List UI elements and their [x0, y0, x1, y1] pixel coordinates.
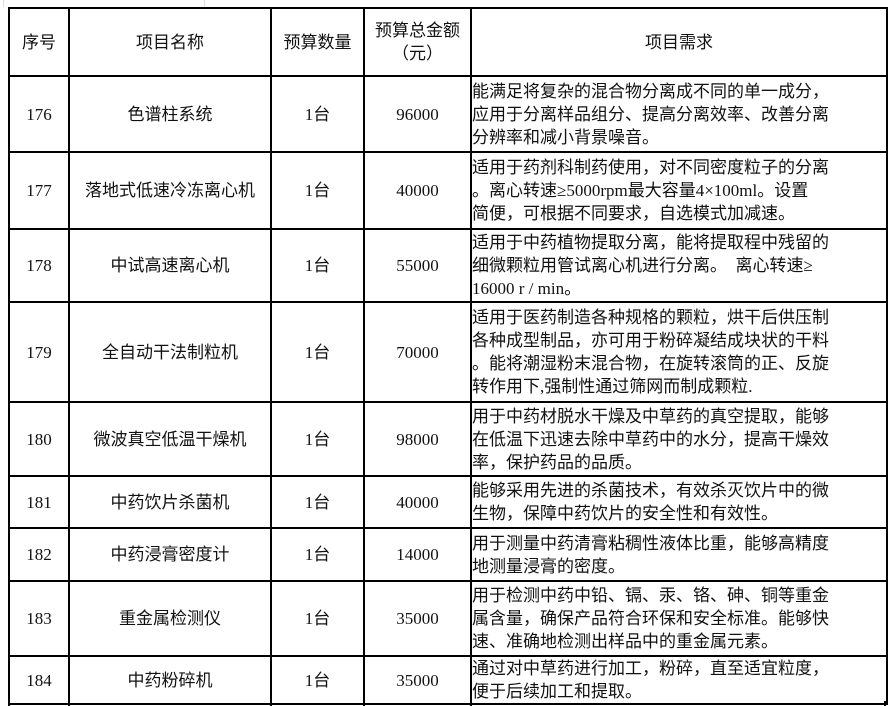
margin-gridline-stub: [204, 0, 205, 7]
partial-cell: [8, 701, 68, 706]
header-amount: 预算总金额 （元）: [363, 7, 472, 77]
cell-amount: 55000: [363, 228, 472, 303]
table-row: 181 中药饮片杀菌机 1台 40000 能够采用先进的杀菌技术，有效杀灭饮片中…: [8, 475, 888, 529]
table-row: 179 全自动干法制粒机 1台 70000 适用于医药制造各种规格的颗粒，烘干后…: [8, 301, 888, 403]
cell-amount: 35000: [363, 655, 472, 705]
cell-qty: 1台: [270, 228, 365, 303]
cell-name: 落地式低速冷冻离心机: [68, 151, 272, 230]
cell-amount: 35000: [363, 580, 472, 657]
cell-name: 全自动干法制粒机: [68, 301, 272, 403]
cell-qty: 1台: [270, 527, 365, 582]
table-row: 177 落地式低速冷冻离心机 1台 40000 适用于药剂科制药使用，对不同密度…: [8, 151, 888, 230]
cell-requirements: 能够采用先进的杀菌技术，有效杀灭饮片中的微 生物，保障中药饮片的安全性和有效性。: [470, 475, 888, 529]
cell-amount: 70000: [363, 301, 472, 403]
cell-qty: 1台: [270, 580, 365, 657]
cell-seq: 183: [8, 580, 70, 657]
cell-amount: 96000: [363, 75, 472, 153]
cell-qty: 1台: [270, 75, 365, 153]
cell-requirements: 适用于中药植物提取分离，能将提取程中残留的 细微颗粒用管试离心机进行分离。 离心…: [470, 228, 888, 303]
cell-requirements: 适用于药剂科制药使用，对不同密度粒子的分离 。离心转速≥5000rpm最大容量4…: [470, 151, 888, 230]
cell-amount: 40000: [363, 475, 472, 529]
cell-name: 色谱柱系统: [68, 75, 272, 153]
cell-seq: 178: [8, 228, 70, 303]
header-seq: 序号: [8, 7, 70, 77]
cell-seq: 179: [8, 301, 70, 403]
cell-requirements: 适用于医药制造各种规格的颗粒，烘干后供压制 各种成型制品，亦可用于粉碎凝结成块状…: [470, 301, 888, 403]
cell-qty: 1台: [270, 655, 365, 705]
partial-cell: [363, 701, 470, 706]
cell-amount: 40000: [363, 151, 472, 230]
budget-table: 序号 项目名称 预算数量 预算总金额 （元） 项目需求 176 色谱柱系统 1台…: [8, 7, 888, 705]
header-requirements: 项目需求: [470, 7, 888, 77]
cell-requirements: 用于检测中药中铅、镉、汞、铬、砷、铜等重金 属含量，确保产品符合环保和安全标准。…: [470, 580, 888, 657]
partial-cell: [470, 701, 886, 706]
cell-seq: 181: [8, 475, 70, 529]
cell-seq: 184: [8, 655, 70, 705]
cell-requirements: 用于测量中药清膏粘稠性液体比重，能够高精度 地测量浸膏的密度。: [470, 527, 888, 582]
table-row: 176 色谱柱系统 1台 96000 能满足将复杂的混合物分离成不同的单一成分，…: [8, 75, 888, 153]
partial-cell: [68, 701, 270, 706]
table-row: 178 中试高速离心机 1台 55000 适用于中药植物提取分离，能将提取程中残…: [8, 228, 888, 303]
cell-seq: 177: [8, 151, 70, 230]
cell-name: 中试高速离心机: [68, 228, 272, 303]
cell-seq: 176: [8, 75, 70, 153]
margin-gridline-stub: [3, 0, 4, 7]
header-qty: 预算数量: [270, 7, 365, 77]
cell-requirements: 用于中药材脱水干燥及中草药的真空提取，能够 在低温下迅速去除中草药中的水分，提高…: [470, 401, 888, 477]
cell-amount: 98000: [363, 401, 472, 477]
cell-name: 中药浸膏密度计: [68, 527, 272, 582]
cell-qty: 1台: [270, 151, 365, 230]
cell-name: 微波真空低温干燥机: [68, 401, 272, 477]
partial-cell: [270, 701, 363, 706]
cell-requirements: 通过对中草药进行加工，粉碎，直至适宜粒度， 便于后续加工和提取。: [470, 655, 888, 705]
table-row: 184 中药粉碎机 1台 35000 通过对中草药进行加工，粉碎，直至适宜粒度，…: [8, 655, 888, 705]
cell-qty: 1台: [270, 475, 365, 529]
cell-qty: 1台: [270, 401, 365, 477]
cell-name: 中药粉碎机: [68, 655, 272, 705]
cell-name: 中药饮片杀菌机: [68, 475, 272, 529]
cell-seq: 182: [8, 527, 70, 582]
next-row-partial: [8, 701, 886, 706]
header-name: 项目名称: [68, 7, 272, 77]
table-row: 180 微波真空低温干燥机 1台 98000 用于中药材脱水干燥及中草药的真空提…: [8, 401, 888, 477]
table-row: 182 中药浸膏密度计 1台 14000 用于测量中药清膏粘稠性液体比重，能够高…: [8, 527, 888, 582]
cell-name: 重金属检测仪: [68, 580, 272, 657]
cell-requirements: 能满足将复杂的混合物分离成不同的单一成分， 应用于分离样品组分、提高分离效率、改…: [470, 75, 888, 153]
table-row: 183 重金属检测仪 1台 35000 用于检测中药中铅、镉、汞、铬、砷、铜等重…: [8, 580, 888, 657]
header-row: 序号 项目名称 预算数量 预算总金额 （元） 项目需求: [8, 7, 888, 77]
cell-amount: 14000: [363, 527, 472, 582]
cell-seq: 180: [8, 401, 70, 477]
cell-qty: 1台: [270, 301, 365, 403]
